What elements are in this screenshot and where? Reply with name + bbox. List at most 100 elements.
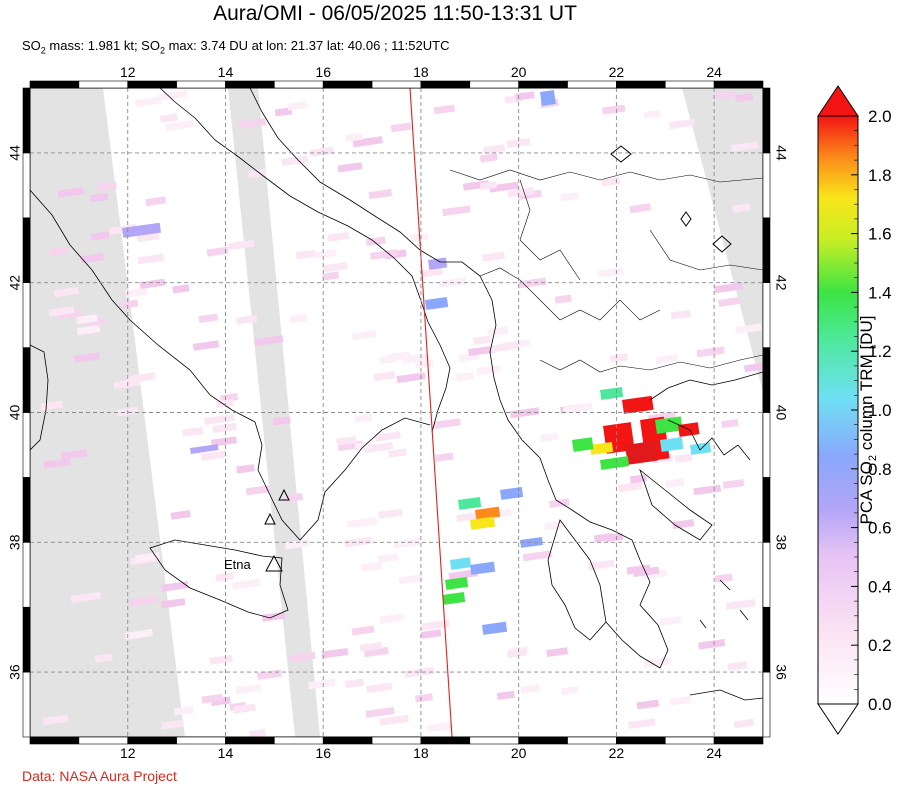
diamond-icon <box>680 211 692 227</box>
so2-pixel-low <box>209 654 233 665</box>
so2-pixels <box>40 90 763 737</box>
colorbar-tick-label: 1.0 <box>868 401 892 420</box>
border-serbia-bosnia <box>519 179 581 281</box>
so2-pixel-low <box>588 559 615 571</box>
so2-pixel-low <box>456 511 481 522</box>
coast-greece-west <box>539 457 669 669</box>
subtitle-part-3: max: 3.74 DU at lon: 21.37 lat: 40.06 ; … <box>164 38 450 53</box>
subtitle-part-2: mass: 1.981 kt; SO <box>45 38 160 53</box>
so2-pixel-low <box>309 146 334 157</box>
so2-pixel-low <box>289 313 308 323</box>
so2-pixel-low <box>60 449 88 460</box>
so2-pixel-low <box>421 267 443 278</box>
so2-pixel-high <box>519 536 543 548</box>
coast-croatia <box>249 88 493 301</box>
so2-pixel-low <box>344 536 372 548</box>
lat-tick-label-right: 36 <box>773 664 789 680</box>
coast-euboea <box>639 468 713 541</box>
coast-chalkidiki <box>667 419 751 461</box>
so2-pixel-low <box>560 686 579 696</box>
so2-pixel-high <box>600 386 624 400</box>
so2-pixel-low <box>170 510 191 520</box>
border-balkans <box>449 169 763 183</box>
colorbar-tick-label: 0.6 <box>868 519 892 538</box>
lon-tick-label-bottom: 24 <box>706 745 722 761</box>
frame-bar-right <box>762 477 771 543</box>
so2-pixel-high <box>470 561 496 575</box>
so2-pixel-low <box>274 107 293 117</box>
so2-pixel-low <box>288 651 316 663</box>
so2-pixel-low <box>479 153 498 163</box>
so2-pixel-low <box>696 346 725 358</box>
so2-pixel-low <box>665 478 685 488</box>
so2-pixel-low <box>125 287 148 298</box>
so2-pixel-low <box>643 657 672 668</box>
frame-bar-top <box>469 80 519 89</box>
so2-pixel-low <box>733 718 755 729</box>
so2-pixel-low <box>49 246 69 256</box>
lat-lon-grid <box>30 88 763 737</box>
so2-pixel-low <box>73 352 101 363</box>
coast-sicily <box>149 539 289 619</box>
frame-bar-left <box>22 541 31 608</box>
so2-pixel-low <box>618 481 643 493</box>
so2-pixel-low <box>421 619 450 631</box>
so2-pixel-low <box>731 203 751 213</box>
so2-pixel-low <box>134 96 163 108</box>
so2-pixel-low <box>396 372 426 384</box>
so2-pixel-low <box>206 246 229 257</box>
lat-tick-label-right: 38 <box>773 535 789 551</box>
frame-bar-bottom <box>322 736 373 745</box>
etna-label: Etna <box>224 557 252 572</box>
lon-tick-label-top: 20 <box>511 64 527 80</box>
so2-pixel-low <box>554 294 572 304</box>
coast-sardinia <box>30 344 49 451</box>
so2-pixel-low <box>200 450 227 461</box>
lat-tick-label-left: 38 <box>7 534 23 550</box>
map-title: Aura/OMI - 06/05/2025 11:50-13:31 UT <box>213 2 577 25</box>
lon-tick-label-bottom: 16 <box>315 745 331 761</box>
so2-pixel-high <box>590 441 614 455</box>
so2-pixel-low <box>633 566 660 578</box>
so2-pixel-low <box>655 354 679 364</box>
so2-pixel-low <box>135 551 161 563</box>
so2-pixel-low <box>245 485 271 496</box>
so2-pixel-low <box>669 695 692 706</box>
so2-pixel-low <box>48 306 75 317</box>
coast-albania <box>489 299 541 459</box>
so2-pixel-low <box>236 314 258 325</box>
so2-pixel-low <box>433 418 461 429</box>
so2-pixel-low <box>714 90 736 101</box>
so2-pixel-low <box>337 162 363 173</box>
frame-bar-bottom <box>78 736 129 745</box>
coastlines <box>30 88 763 701</box>
frame-bar-left <box>22 671 31 738</box>
frame-bar-top <box>225 80 275 89</box>
so2-pixel-low <box>70 591 102 603</box>
data-gap-east <box>682 88 763 392</box>
so2-pixel-low <box>373 371 396 382</box>
so2-pixel-low <box>327 231 350 242</box>
so2-pixel-low <box>507 187 534 198</box>
so2-pixel-low <box>378 508 403 519</box>
so2-pixel-low <box>76 314 98 325</box>
colorbar-min-triangle <box>817 703 859 735</box>
colorbar-tick-label: 1.8 <box>868 166 892 185</box>
so2-pixel-low <box>366 682 393 693</box>
frame-bar-top <box>274 80 324 89</box>
so2-pixel-low <box>235 683 262 695</box>
so2-pixel-high <box>572 437 594 452</box>
so2-pixel-low <box>182 426 204 437</box>
so2-pixel-low <box>659 616 682 626</box>
so2-pixel-low <box>714 573 733 583</box>
coast-italy-adriatic <box>159 88 451 433</box>
so2-pixel-low <box>629 203 652 214</box>
frame-bar-top <box>713 80 764 89</box>
so2-pixel-low <box>522 550 553 562</box>
so2-pixel-low <box>285 539 310 550</box>
lat-tick-label-left: 44 <box>7 145 23 161</box>
frame-bar-bottom <box>616 736 666 745</box>
so2-pixel-low <box>515 91 535 101</box>
colorbar-tick-label: 0.0 <box>868 695 892 714</box>
so2-pixel-low <box>481 251 505 262</box>
